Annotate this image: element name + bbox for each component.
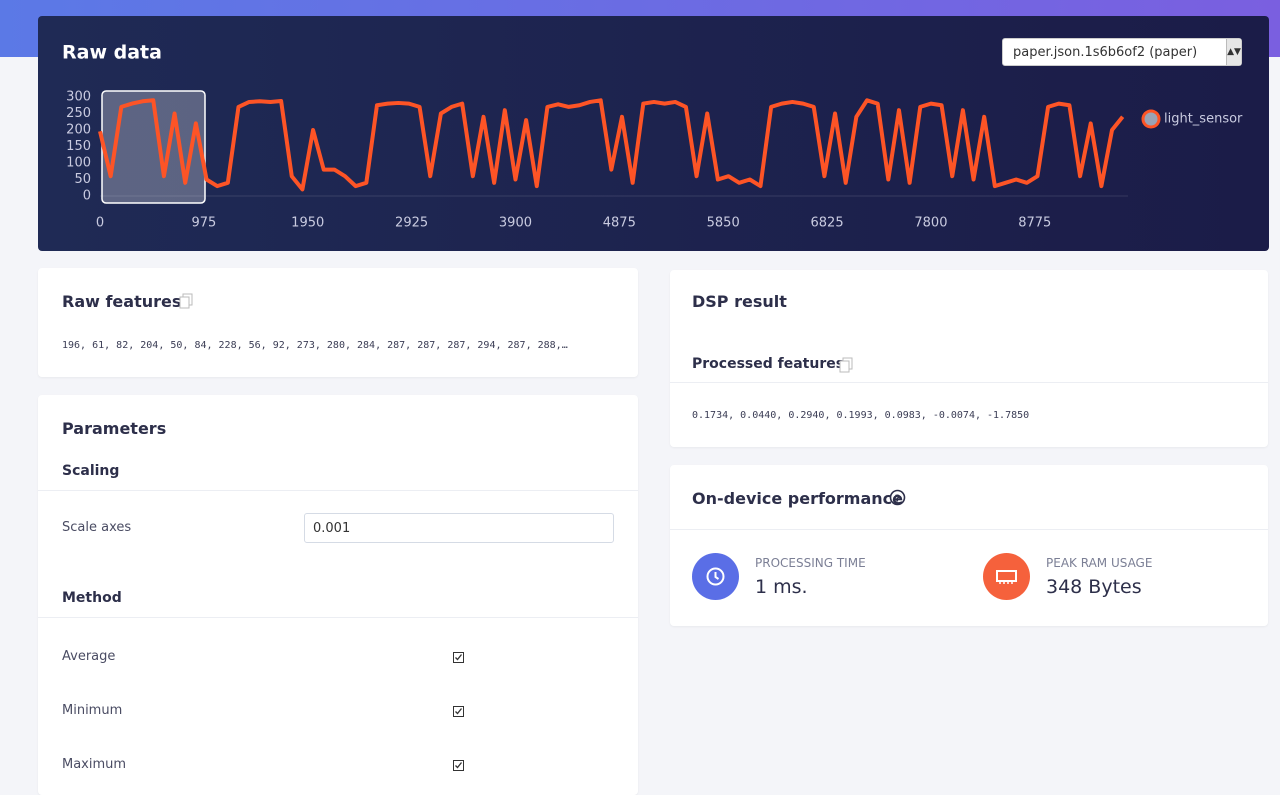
x-tick-label: 5850 [707, 216, 740, 231]
x-tick-label: 0 [96, 216, 104, 231]
metric-label: PROCESSING TIME [755, 556, 866, 570]
y-tick-label: 150 [66, 139, 91, 154]
chart-title: Raw data [62, 42, 162, 64]
card-title: On-device performance [692, 489, 903, 508]
copy-icon[interactable] [839, 357, 853, 373]
line-series [98, 98, 1125, 192]
select-text: paper.json.1s6b6of2 (paper) [1013, 45, 1198, 60]
x-tick-label: 6825 [811, 216, 844, 231]
parameters-card: Parameters Scaling Scale axes Method Ave… [38, 395, 638, 795]
option-label: Minimum [62, 703, 123, 718]
metric-label: PEAK RAM USAGE [1046, 556, 1153, 570]
separator [38, 490, 638, 491]
option-label: Maximum [62, 757, 127, 772]
separator [670, 382, 1268, 383]
card-title: DSP result [692, 292, 787, 311]
ram-icon [983, 553, 1030, 600]
clock-icon [692, 553, 739, 600]
y-tick-label: 300 [66, 90, 91, 105]
performance-card: On-device performance ? PROCESSING TIME … [670, 465, 1268, 626]
dsp-result-card: DSP result Processed features 0.1734, 0.… [670, 270, 1268, 447]
metric-value: 1 ms. [755, 576, 808, 598]
option-label: Average [62, 649, 116, 664]
card-title: Parameters [62, 419, 167, 438]
y-tick-label: 200 [66, 123, 91, 138]
raw-features-card: Raw features 196, 61, 82, 204, 50, 84, 2… [38, 268, 638, 377]
sample-select[interactable]: paper.json.1s6b6of2 (paper) ▲▼ [1002, 38, 1242, 66]
section-title: Processed features [692, 356, 845, 372]
section-title: Method [62, 590, 122, 606]
checkbox[interactable] [453, 706, 464, 717]
section-title: Scaling [62, 463, 120, 479]
y-tick-label: 250 [66, 106, 91, 121]
x-tick-label: 8775 [1018, 216, 1051, 231]
raw-data-panel: Raw data 0 50 100 150 200 250 300 0 975 1950 2925 3… [38, 16, 1269, 251]
checkbox[interactable] [453, 760, 464, 771]
raw-features-text: 196, 61, 82, 204, 50, 84, 228, 56, 92, 2… [62, 340, 568, 351]
separator [670, 529, 1268, 530]
svg-text:?: ? [895, 494, 901, 505]
field-label: Scale axes [62, 520, 132, 535]
y-tick-label: 0 [83, 189, 91, 204]
card-title: Raw features [62, 292, 182, 311]
copy-icon[interactable] [179, 293, 193, 309]
scale-input[interactable] [304, 513, 614, 543]
x-tick-label: 975 [191, 216, 216, 231]
x-tick-label: 7800 [914, 216, 947, 231]
x-tick-label: 1950 [291, 216, 324, 231]
separator [38, 617, 638, 618]
legend-label: light_sensor [1164, 112, 1243, 127]
checkbox[interactable] [453, 652, 464, 663]
y-tick-label: 100 [66, 156, 91, 171]
y-tick-label: 50 [74, 172, 91, 187]
processed-features-text: 0.1734, 0.0440, 0.2940, 0.1993, 0.0983, … [692, 410, 1030, 421]
x-tick-label: 4875 [603, 216, 636, 231]
select-arrow: ▲▼ [1226, 39, 1241, 65]
metric-value: 348 Bytes [1046, 576, 1142, 598]
help-icon[interactable]: ? [889, 489, 906, 506]
legend-marker [1141, 109, 1161, 129]
x-tick-label: 2925 [395, 216, 428, 231]
x-tick-label: 3900 [499, 216, 532, 231]
